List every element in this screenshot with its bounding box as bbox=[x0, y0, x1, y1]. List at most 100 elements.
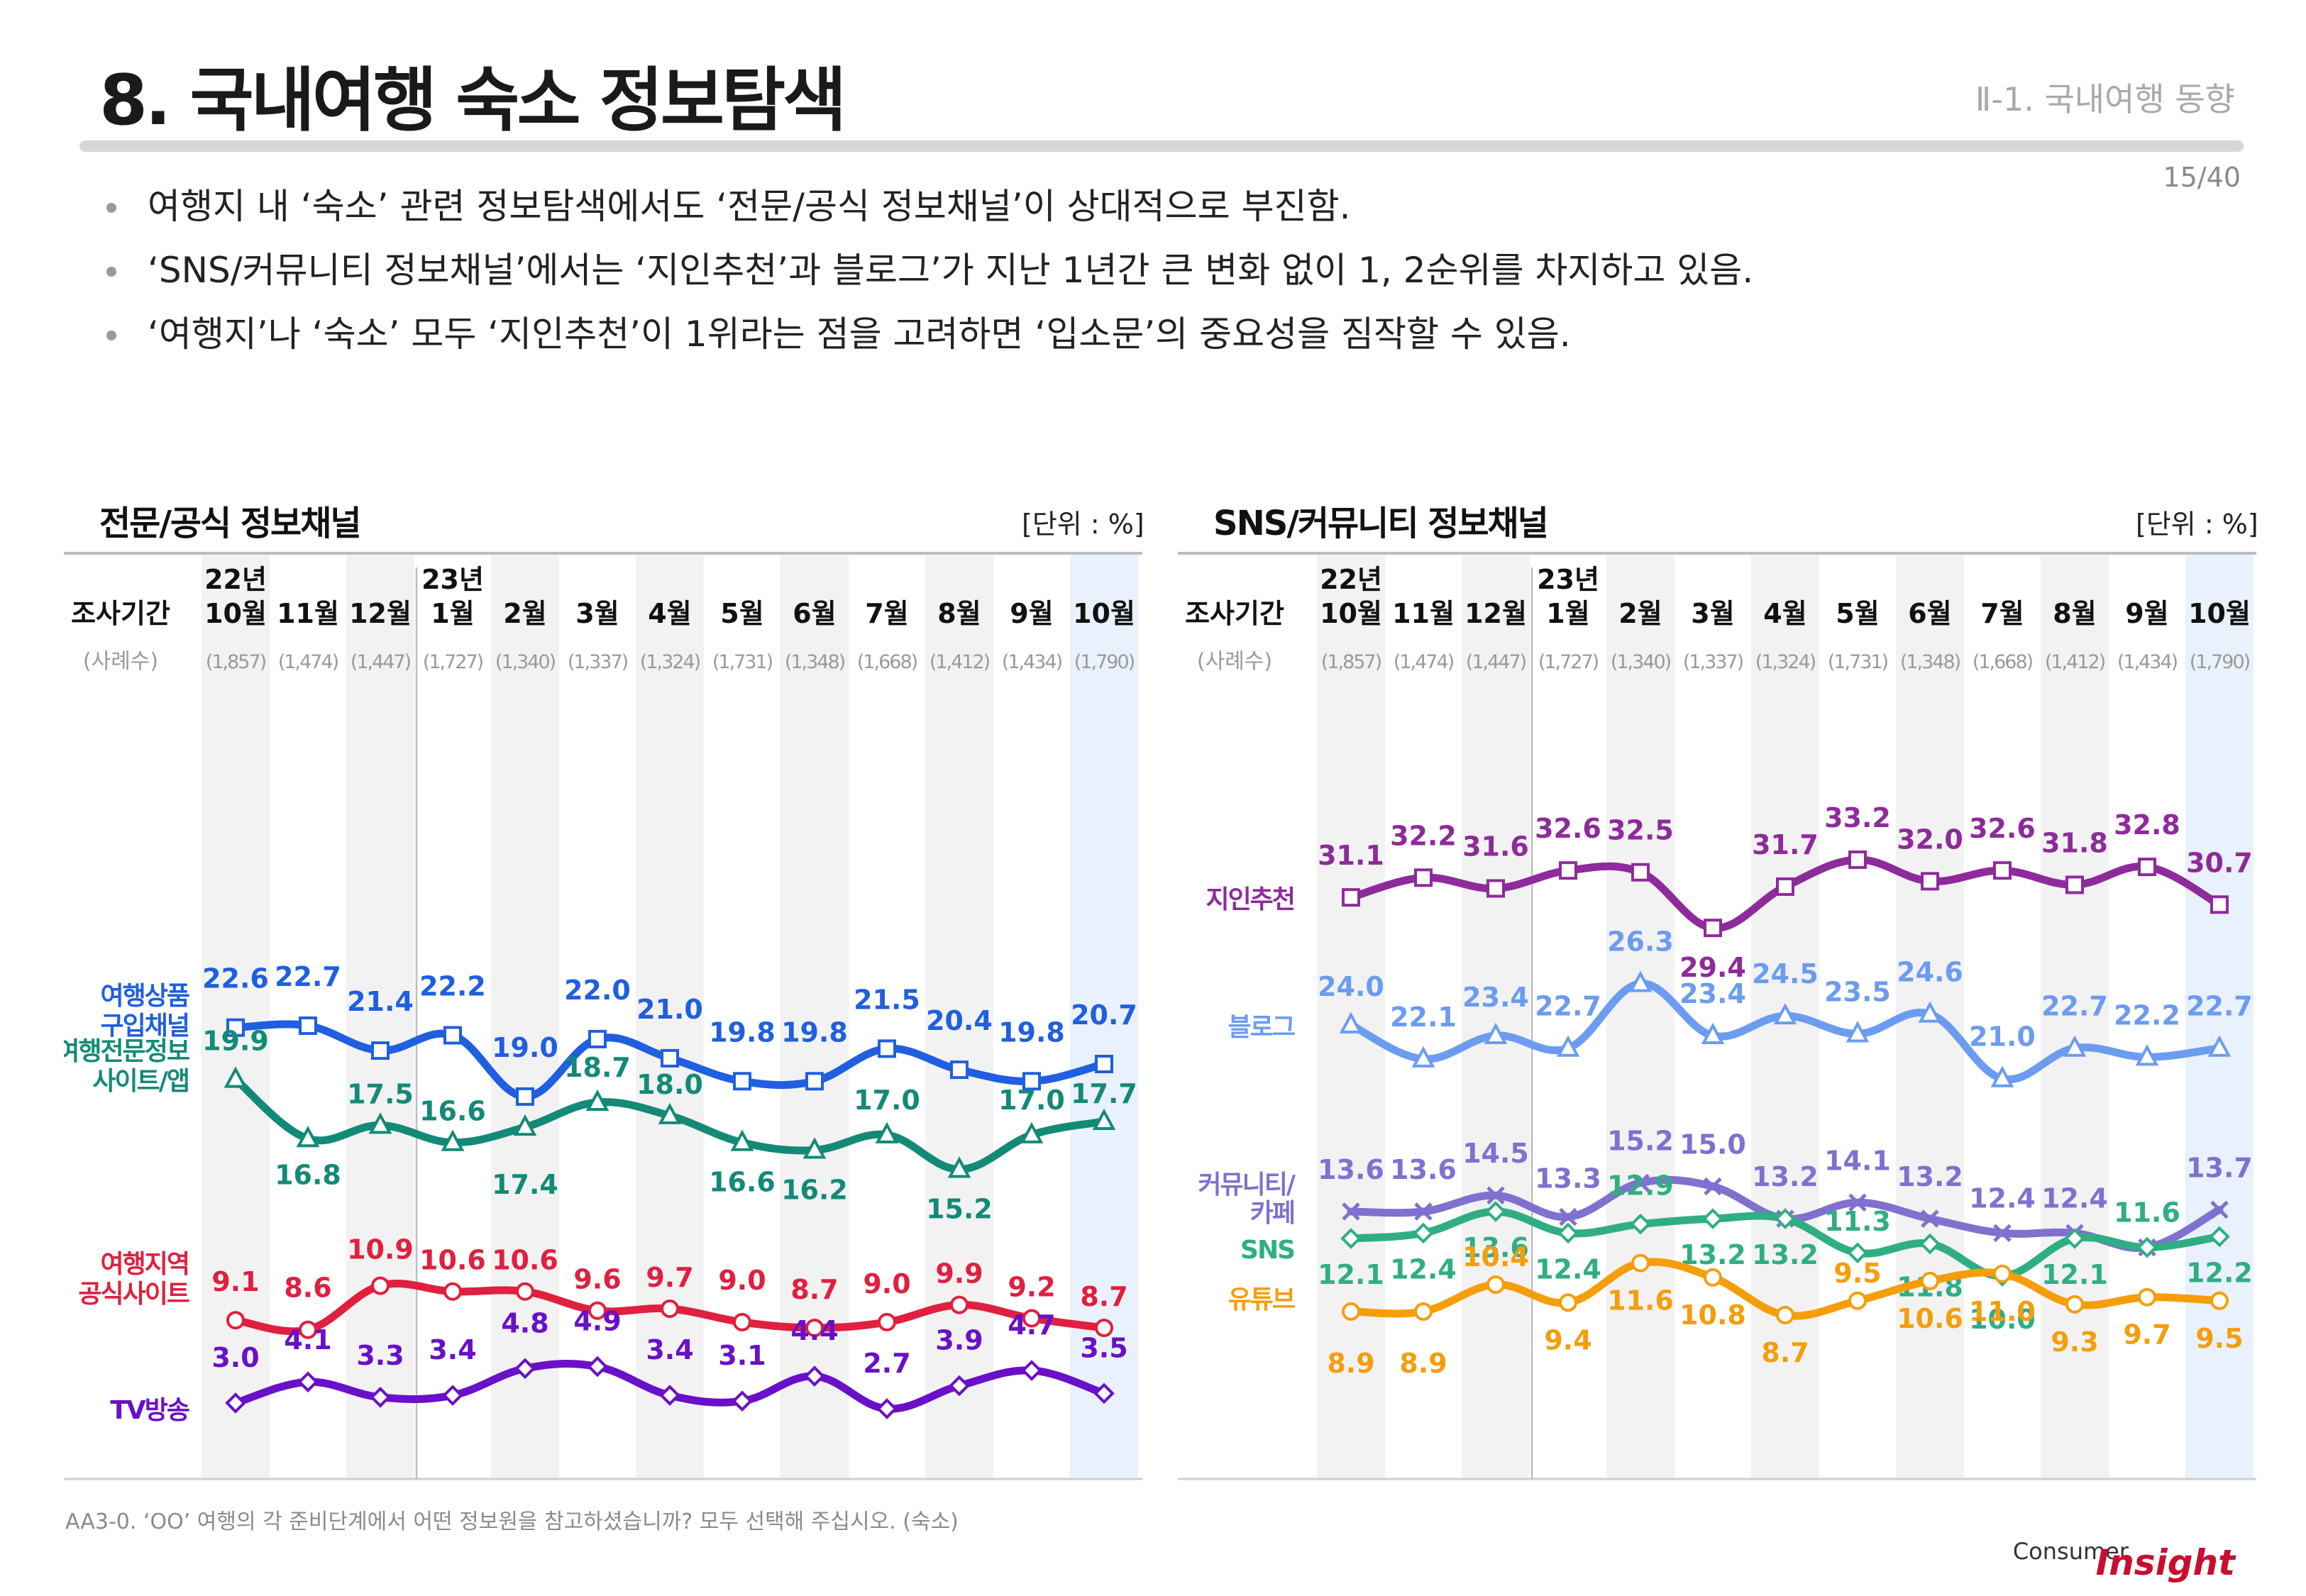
data-label: 22.2 bbox=[2114, 999, 2180, 1031]
data-point-marker bbox=[2210, 1291, 2229, 1310]
data-point-marker bbox=[1485, 1201, 1506, 1222]
data-point-marker bbox=[441, 1129, 465, 1151]
month-column-bg bbox=[491, 553, 559, 1479]
legend-entry: SNS bbox=[1240, 1236, 1294, 1265]
series-5: 8.9 8.9 10.4 9.4 11.6 10.8 8.7 9.5 10.6 11.0 9.3 9.… bbox=[1228, 1241, 2244, 1379]
data-point-marker bbox=[1921, 1209, 1939, 1228]
data-label: 10.9 bbox=[347, 1234, 414, 1265]
data-label: 22.7 bbox=[275, 961, 341, 992]
data-point-marker bbox=[1022, 1072, 1041, 1091]
data-point-marker bbox=[1848, 1193, 1867, 1212]
data-label: 13.6 bbox=[1462, 1232, 1529, 1263]
data-label: 10.6 bbox=[492, 1245, 558, 1276]
data-label: 9.7 bbox=[2123, 1319, 2170, 1351]
data-point-marker bbox=[1921, 872, 1939, 891]
series-2: 24.022.123.4 22.726.323.424.523.524.621.0… bbox=[1228, 926, 2253, 1087]
data-label: 15.0 bbox=[1679, 1129, 1746, 1160]
data-point-marker bbox=[1847, 1242, 1868, 1264]
month-tick-label: 11월 bbox=[1392, 598, 1455, 629]
data-label: 12.4 bbox=[2041, 1182, 2108, 1214]
data-point-marker bbox=[2064, 1228, 2085, 1249]
data-label: 9.0 bbox=[863, 1268, 910, 1299]
data-point-marker bbox=[2210, 895, 2229, 914]
data-label: 4.4 bbox=[790, 1315, 838, 1346]
data-label: 8.7 bbox=[790, 1274, 838, 1305]
data-point-marker bbox=[804, 1365, 825, 1387]
data-point-marker bbox=[1701, 1022, 1725, 1044]
period-header: 조사기간 (사례수) 22년 23년 10월 (1,857) 11월 (1,474) 12월 (1… bbox=[1185, 564, 2251, 674]
data-point-marker bbox=[224, 1066, 248, 1088]
data-label: 18.7 bbox=[564, 1052, 631, 1083]
data-point-marker bbox=[443, 1282, 462, 1301]
data-point-marker bbox=[805, 1319, 824, 1337]
data-label: 9.2 bbox=[1008, 1272, 1055, 1303]
official-channel-chart: 조사기간 (사례수) 22년 23년 10월 (1,857) 11월 (1,474) 12월 (1… bbox=[64, 552, 1142, 1480]
data-label: 13.7 bbox=[2186, 1152, 2253, 1183]
legend-entry: 사이트/앱 bbox=[92, 1067, 189, 1096]
data-label: 32.2 bbox=[1390, 820, 1457, 851]
data-label: 23.5 bbox=[1824, 976, 1891, 1007]
month-column-bg bbox=[346, 553, 414, 1479]
data-point-marker bbox=[1095, 1319, 1113, 1337]
data-label: 11.6 bbox=[1607, 1285, 1674, 1317]
month-tick-label: 5월 bbox=[1836, 598, 1879, 629]
data-point-marker bbox=[1411, 1046, 1435, 1068]
data-label: 32.6 bbox=[1535, 813, 1601, 844]
data-point-marker bbox=[1773, 1002, 1797, 1025]
data-point-marker bbox=[2138, 858, 2156, 877]
data-label: 13.2 bbox=[1752, 1239, 1819, 1270]
year-label: 22년 bbox=[1320, 564, 1382, 595]
data-label: 13.3 bbox=[1535, 1163, 1601, 1195]
data-point-marker bbox=[1556, 1035, 1580, 1057]
data-label: 11.6 bbox=[2114, 1197, 2180, 1229]
data-point-marker bbox=[1092, 1108, 1116, 1130]
data-point-marker bbox=[661, 1299, 679, 1318]
sample-size-value: (1,412) bbox=[929, 651, 990, 673]
page-title: 8. 국내여행 숙소 정보탐색 bbox=[99, 60, 846, 141]
data-label: 17.4 bbox=[492, 1169, 558, 1200]
data-label: 19.8 bbox=[998, 1016, 1065, 1048]
series-4: 3.0 4.1 3.3 3.4 4.8 4.9 3.4 3.1 4.4 2.7 3.9 4.7 3.5 T… bbox=[110, 1306, 1127, 1425]
data-point-marker bbox=[588, 1301, 607, 1320]
data-point-marker bbox=[1918, 1001, 1942, 1023]
chart-title-official: 전문/공식 정보채널 bbox=[99, 504, 362, 543]
data-label: 4.9 bbox=[573, 1306, 621, 1337]
page-number: 15/40 bbox=[2163, 162, 2241, 193]
data-label: 3.5 bbox=[1080, 1332, 1127, 1363]
sample-size-value: (1,412) bbox=[2045, 651, 2105, 673]
data-point-marker bbox=[1993, 1224, 2012, 1243]
data-label: 9.5 bbox=[2195, 1323, 2243, 1354]
data-point-marker bbox=[949, 1375, 970, 1397]
month-tick-label: 2월 bbox=[1618, 598, 1662, 629]
series-3: 9.1 8.610.9 10.6 10.69.6 9.7 9.0 8.7 9.0 9.9 9.2 8… bbox=[78, 1234, 1128, 1339]
data-point-marker bbox=[514, 1358, 536, 1380]
data-label: 32.6 bbox=[1969, 813, 2036, 844]
data-label: 20.7 bbox=[1071, 999, 1137, 1031]
data-point-marker bbox=[950, 1060, 969, 1080]
data-point-marker bbox=[1342, 1302, 1360, 1321]
data-point-marker bbox=[1484, 1022, 1508, 1044]
sample-size-value: (1,434) bbox=[1002, 651, 1062, 673]
data-point-marker bbox=[1704, 1177, 1722, 1196]
data-point-marker bbox=[370, 1386, 391, 1408]
data-point-marker bbox=[1095, 1055, 1113, 1073]
data-label: 11.6 bbox=[2114, 1197, 2180, 1229]
sample-size-value: (1,337) bbox=[1683, 651, 1743, 673]
data-point-marker bbox=[1702, 1208, 1723, 1229]
month-tick-label: 8월 bbox=[937, 598, 981, 629]
sns-channel-chart: 조사기간 (사례수) 22년 23년 10월 (1,857) 11월 (1,474) 12월 (1… bbox=[1178, 552, 2256, 1480]
data-point-marker bbox=[802, 1137, 827, 1159]
month-tick-label: 1월 bbox=[431, 598, 474, 629]
data-point-marker bbox=[585, 1089, 609, 1111]
data-point-marker bbox=[516, 1282, 534, 1301]
year-label: 23년 bbox=[1537, 564, 1599, 595]
month-column-bg bbox=[1462, 553, 1530, 1479]
data-point-marker bbox=[659, 1385, 680, 1406]
data-point-marker bbox=[1631, 863, 1650, 882]
sample-size-value: (1,324) bbox=[1755, 651, 1816, 673]
data-label: 17.7 bbox=[1071, 1078, 1137, 1109]
data-point-marker bbox=[588, 1029, 607, 1048]
data-label: 14.1 bbox=[1824, 1145, 1891, 1176]
data-point-marker bbox=[1628, 970, 1653, 992]
legend-entry: 블로그 bbox=[1228, 1013, 1295, 1042]
